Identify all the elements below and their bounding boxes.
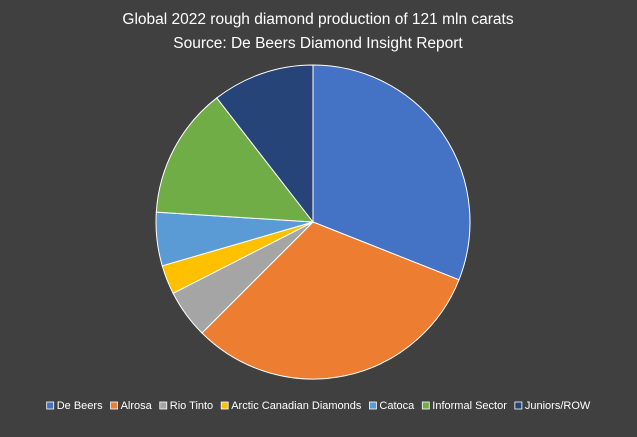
legend-swatch [514,401,523,410]
pie-slice [201,221,460,380]
legend-label: Informal Sector [432,400,507,412]
pie-slice [216,64,314,224]
pie-slice [312,64,471,281]
legend-swatch [369,401,377,410]
legend-label: De Beers [57,400,103,412]
legend-label: Arctic Canadian Diamonds [231,400,362,412]
legend-swatch [46,401,55,410]
legend-swatch [220,401,229,410]
chart-title: Global 2022 rough diamond production of … [122,11,513,28]
legend-label: Rio Tinto [170,400,213,412]
legend-swatch [159,401,168,410]
chart-subtitle: Source: De Beers Diamond Insight Report [173,35,463,52]
legend-swatch [110,401,118,410]
legend-label: Catoca [379,400,415,412]
legend-swatch [421,401,430,410]
legend: De Beers Alrosa Rio Tinto Arctic Canadian D… [46,400,591,412]
pie [155,64,471,380]
legend-label: Alrosa [121,400,153,412]
legend-label: Juniors/ROW [525,400,591,412]
pie-slice [155,97,315,223]
